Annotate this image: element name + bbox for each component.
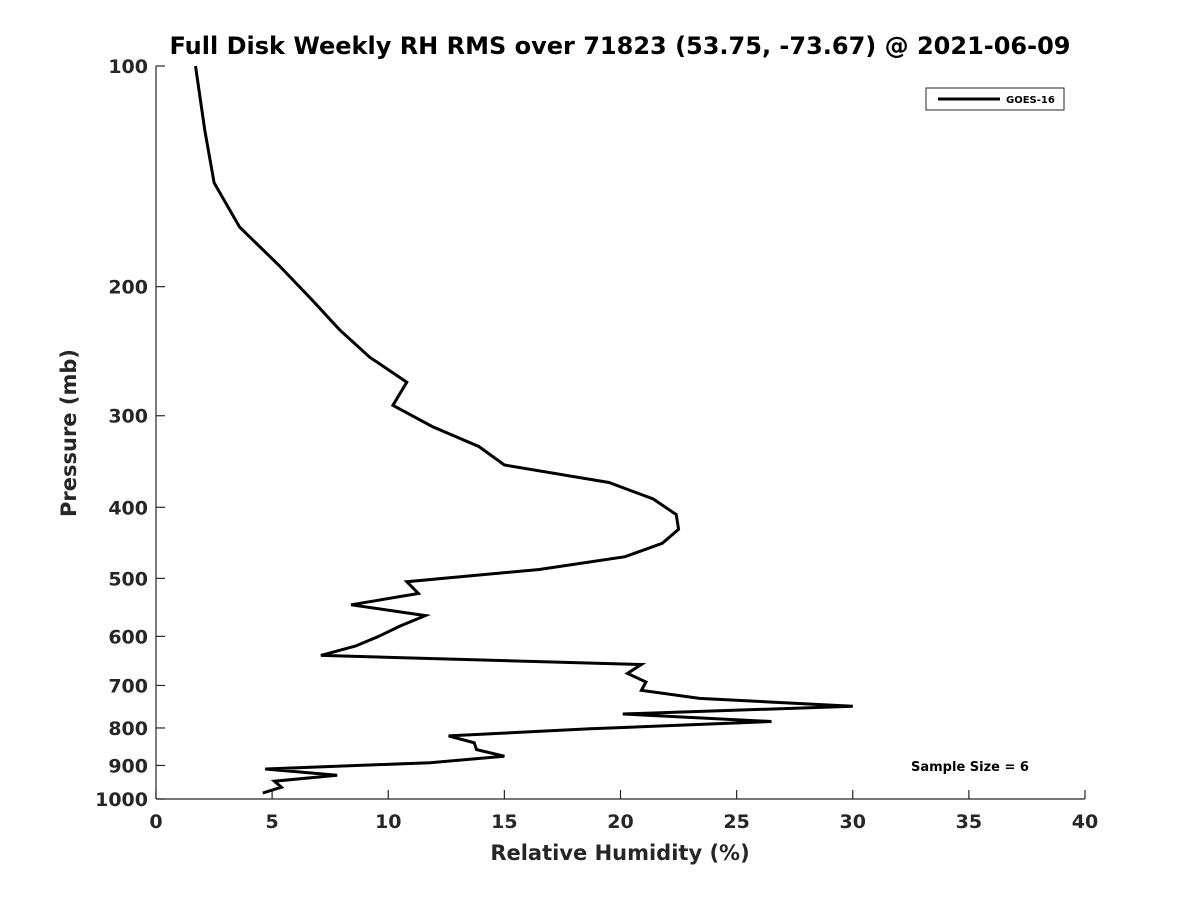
chart-title: Full Disk Weekly RH RMS over 71823 (53.7… [169, 32, 1070, 60]
y-tick-label: 300 [108, 406, 148, 428]
y-tick-label: 500 [108, 568, 148, 590]
y-tick-label: 700 [108, 675, 148, 697]
x-tick-label: 40 [1072, 811, 1098, 833]
series-line-goes-16 [194, 65, 853, 795]
x-tick-label: 25 [723, 811, 749, 833]
x-axis-ticks: 0 5 10 15 20 25 30 35 40 [149, 790, 1098, 833]
y-axis-label: Pressure (mb) [57, 349, 81, 517]
plot-axes [155, 66, 1085, 800]
y-tick-label: 900 [108, 755, 148, 777]
y-tick-label: 600 [108, 626, 148, 648]
x-tick-label: 5 [266, 811, 279, 833]
x-tick-label: 30 [840, 811, 866, 833]
legend-entry-goes-16: GOES-16 [1006, 95, 1055, 106]
y-tick-label: 800 [108, 718, 148, 740]
x-tick-label: 20 [607, 811, 633, 833]
y-axis-ticks: 100 200 300 400 500 600 700 800 900 1000 [95, 56, 165, 811]
y-tick-label: 400 [108, 497, 148, 519]
x-tick-label: 10 [375, 811, 401, 833]
sample-size-annotation: Sample Size = 6 [911, 760, 1029, 775]
x-tick-label: 0 [149, 811, 162, 833]
legend: GOES-16 [925, 87, 1065, 111]
x-tick-label: 15 [491, 811, 517, 833]
x-axis-label: Relative Humidity (%) [490, 841, 749, 865]
y-tick-label: 100 [108, 56, 148, 78]
y-tick-label: 1000 [95, 789, 148, 811]
x-tick-label: 35 [956, 811, 982, 833]
y-tick-label: 200 [108, 277, 148, 299]
